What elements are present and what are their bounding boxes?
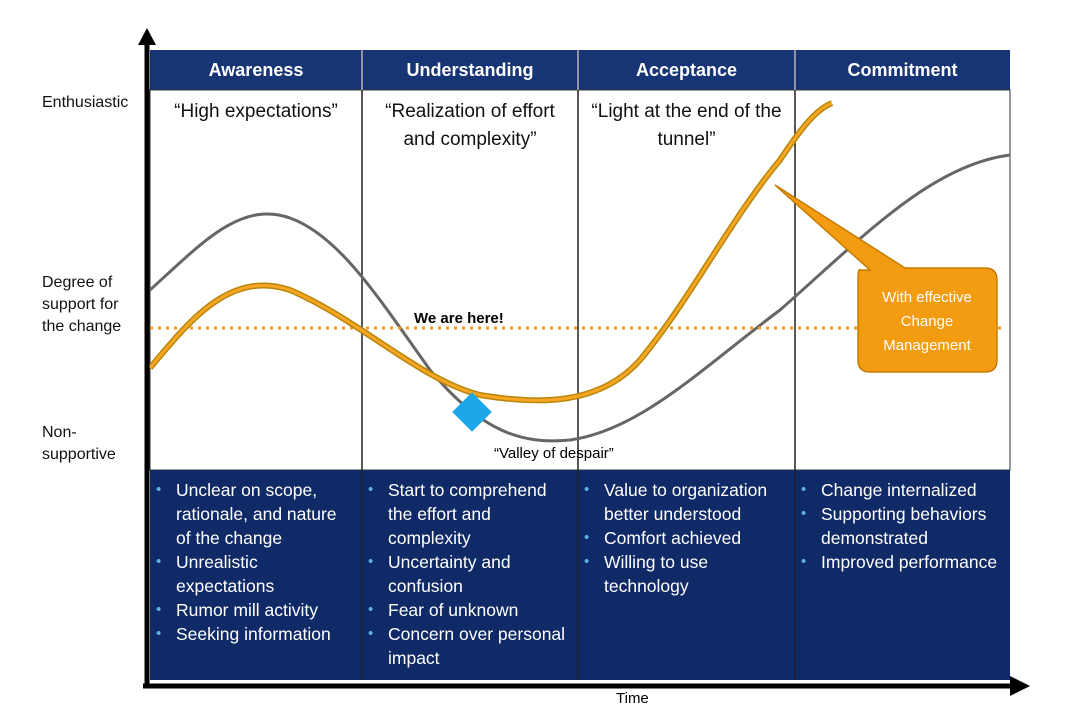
y-label: Non-supportive: [42, 424, 116, 463]
phase-bullets: Change internalizedSupporting behaviors …: [795, 478, 1010, 574]
bullet: Comfort achieved: [584, 526, 787, 550]
header-dividers: [361, 50, 796, 90]
bullet: Rumor mill activity: [156, 598, 354, 622]
y-label: Degree of support for the change: [42, 274, 122, 335]
y-label: Enthusiastic: [42, 94, 129, 111]
bullet: Uncertainty and confusion: [368, 550, 570, 598]
phase-bullets: Value to organization better understoodC…: [578, 478, 795, 598]
bullet: Start to comprehend the effort and compl…: [368, 478, 570, 550]
phase-header: Commitment: [847, 60, 958, 80]
y-axis-arrow: [138, 28, 156, 45]
bullet: Seeking information: [156, 622, 354, 646]
bullet: Improved performance: [801, 550, 1002, 574]
bullet: Change internalized: [801, 478, 1002, 502]
phase-bullets: Unclear on scope, rationale, and nature …: [150, 478, 362, 646]
callout-text: With effective Change Management: [882, 289, 972, 354]
column-dividers: [361, 50, 796, 680]
baseline-curve: [148, 153, 1011, 443]
x-axis-arrow: [1010, 676, 1030, 696]
position-marker: [452, 392, 492, 432]
valley-label: “Valley of despair”: [494, 445, 614, 462]
here-label: We are here!: [414, 310, 504, 327]
bullet: Willing to use technology: [584, 550, 787, 598]
phase-quote: “High expectations”: [174, 101, 338, 122]
phase-header: Awareness: [208, 60, 304, 80]
bullet: Concern over personal impact: [368, 622, 570, 670]
bullet: Value to organization better understood: [584, 478, 787, 526]
phase-quote: “Light at the end of the tunnel”: [591, 101, 782, 150]
bullet: Fear of unknown: [368, 598, 570, 622]
callout: [774, 184, 998, 373]
bullet: Unclear on scope, rationale, and nature …: [156, 478, 354, 550]
header-band: [150, 50, 1010, 90]
phase-header: Understanding: [406, 60, 534, 80]
phase-header: Acceptance: [635, 60, 738, 80]
managed-curve: [148, 101, 833, 402]
phase-quote: “Realization of effort and complexity”: [385, 101, 555, 150]
bullet: Supporting behaviors demonstrated: [801, 502, 1002, 550]
phase-bullets: Start to comprehend the effort and compl…: [362, 478, 578, 670]
x-label: Time: [616, 690, 649, 707]
bullet: Unrealistic expectations: [156, 550, 354, 598]
